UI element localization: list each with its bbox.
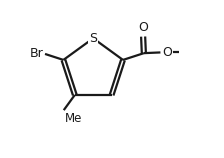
Text: O: O — [163, 46, 172, 59]
Text: Me: Me — [65, 112, 82, 125]
Text: S: S — [89, 32, 97, 45]
Text: Br: Br — [30, 47, 43, 60]
Text: O: O — [138, 21, 148, 34]
